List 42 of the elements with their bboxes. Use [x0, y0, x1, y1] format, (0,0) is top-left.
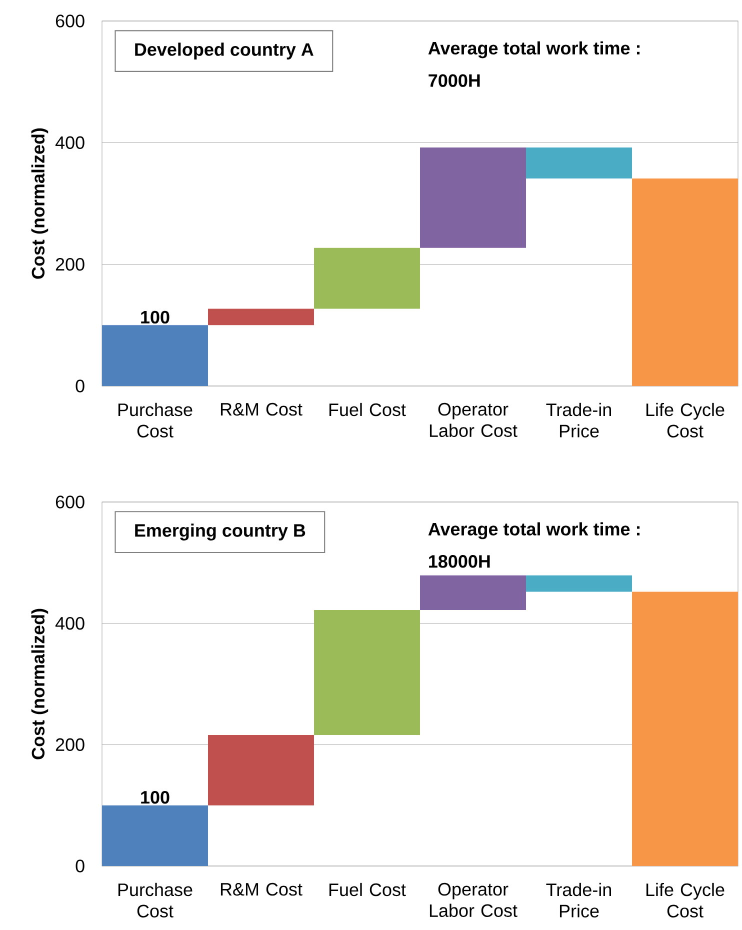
bar [526, 575, 632, 592]
data-label: 100 [141, 310, 170, 324]
bar [102, 805, 208, 866]
y-tick-label: 600 [56, 14, 85, 28]
y-axis-title: Cost (normalized) [31, 608, 48, 760]
bar [102, 325, 208, 386]
y-tick-label: 200 [56, 738, 85, 752]
y-tick-label: 400 [56, 616, 85, 630]
bar [314, 248, 420, 309]
annotation: Average total work time : [428, 522, 640, 540]
bar [526, 148, 632, 179]
x-tick-label: Operator Labor Cost [430, 882, 518, 917]
x-tick-label: Trade-in Price [546, 882, 612, 918]
x-tick-label: Purchase Cost [118, 402, 192, 438]
x-tick-label: Life Cycle Cost [646, 882, 724, 918]
bar [314, 610, 420, 735]
x-tick-label: R&M Cost [221, 402, 303, 416]
y-tick-label: 0 [76, 380, 85, 392]
y-axis-title: Cost (normalized) [31, 128, 48, 279]
x-tick-label: Fuel Cost [330, 402, 406, 416]
x-tick-label: Purchase Cost [118, 882, 192, 918]
y-tick-label: 600 [56, 496, 85, 508]
bar [208, 308, 314, 326]
x-tick-label: Trade-in Price [546, 402, 612, 438]
bar [420, 575, 526, 610]
y-tick-label: 400 [56, 136, 85, 150]
x-tick-label: Operator Labor Cost [430, 402, 518, 437]
x-tick-label: R&M Cost [221, 882, 303, 896]
bar [632, 178, 738, 386]
data-label: 100 [141, 790, 170, 804]
annotation: 7000H [428, 74, 480, 87]
x-tick-label: Fuel Cost [330, 882, 406, 896]
x-tick-label: Life Cycle Cost [646, 402, 724, 438]
text: Emerging country B [135, 524, 306, 540]
text: Developed country A [135, 42, 314, 60]
annotation: 18000H [429, 555, 490, 568]
y-tick-label: 0 [76, 860, 85, 872]
annotation: Average total work time : [428, 41, 640, 58]
bar [420, 148, 526, 248]
bar [208, 734, 314, 806]
y-tick-label: 200 [56, 258, 85, 271]
bar [632, 592, 738, 866]
